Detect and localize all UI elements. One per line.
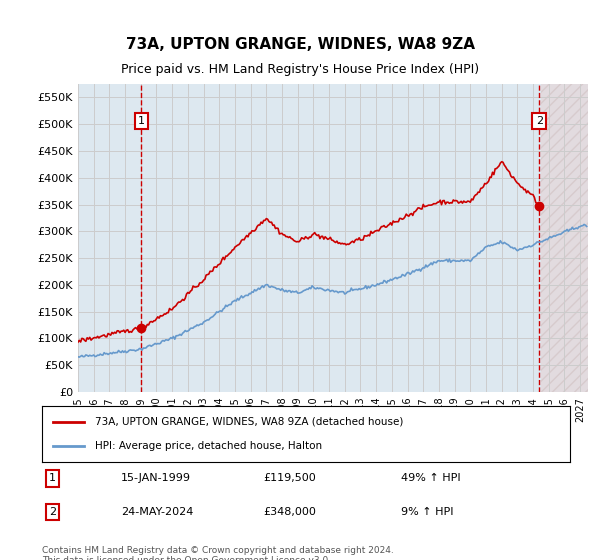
Text: 1: 1 — [49, 473, 56, 483]
Text: HPI: Average price, detached house, Halton: HPI: Average price, detached house, Halt… — [95, 441, 322, 451]
Text: 2: 2 — [49, 507, 56, 517]
Text: Contains HM Land Registry data © Crown copyright and database right 2024.
This d: Contains HM Land Registry data © Crown c… — [42, 546, 394, 560]
Text: 1: 1 — [138, 116, 145, 126]
Text: 73A, UPTON GRANGE, WIDNES, WA8 9ZA: 73A, UPTON GRANGE, WIDNES, WA8 9ZA — [125, 38, 475, 52]
Text: 24-MAY-2024: 24-MAY-2024 — [121, 507, 194, 517]
Text: 15-JAN-1999: 15-JAN-1999 — [121, 473, 191, 483]
Text: 9% ↑ HPI: 9% ↑ HPI — [401, 507, 454, 517]
Text: 49% ↑ HPI: 49% ↑ HPI — [401, 473, 461, 483]
Bar — [541, 84, 588, 392]
Text: 2: 2 — [536, 116, 543, 126]
Text: £119,500: £119,500 — [264, 473, 317, 483]
Text: Price paid vs. HM Land Registry's House Price Index (HPI): Price paid vs. HM Land Registry's House … — [121, 63, 479, 77]
Text: £348,000: £348,000 — [264, 507, 317, 517]
Text: 73A, UPTON GRANGE, WIDNES, WA8 9ZA (detached house): 73A, UPTON GRANGE, WIDNES, WA8 9ZA (deta… — [95, 417, 403, 427]
